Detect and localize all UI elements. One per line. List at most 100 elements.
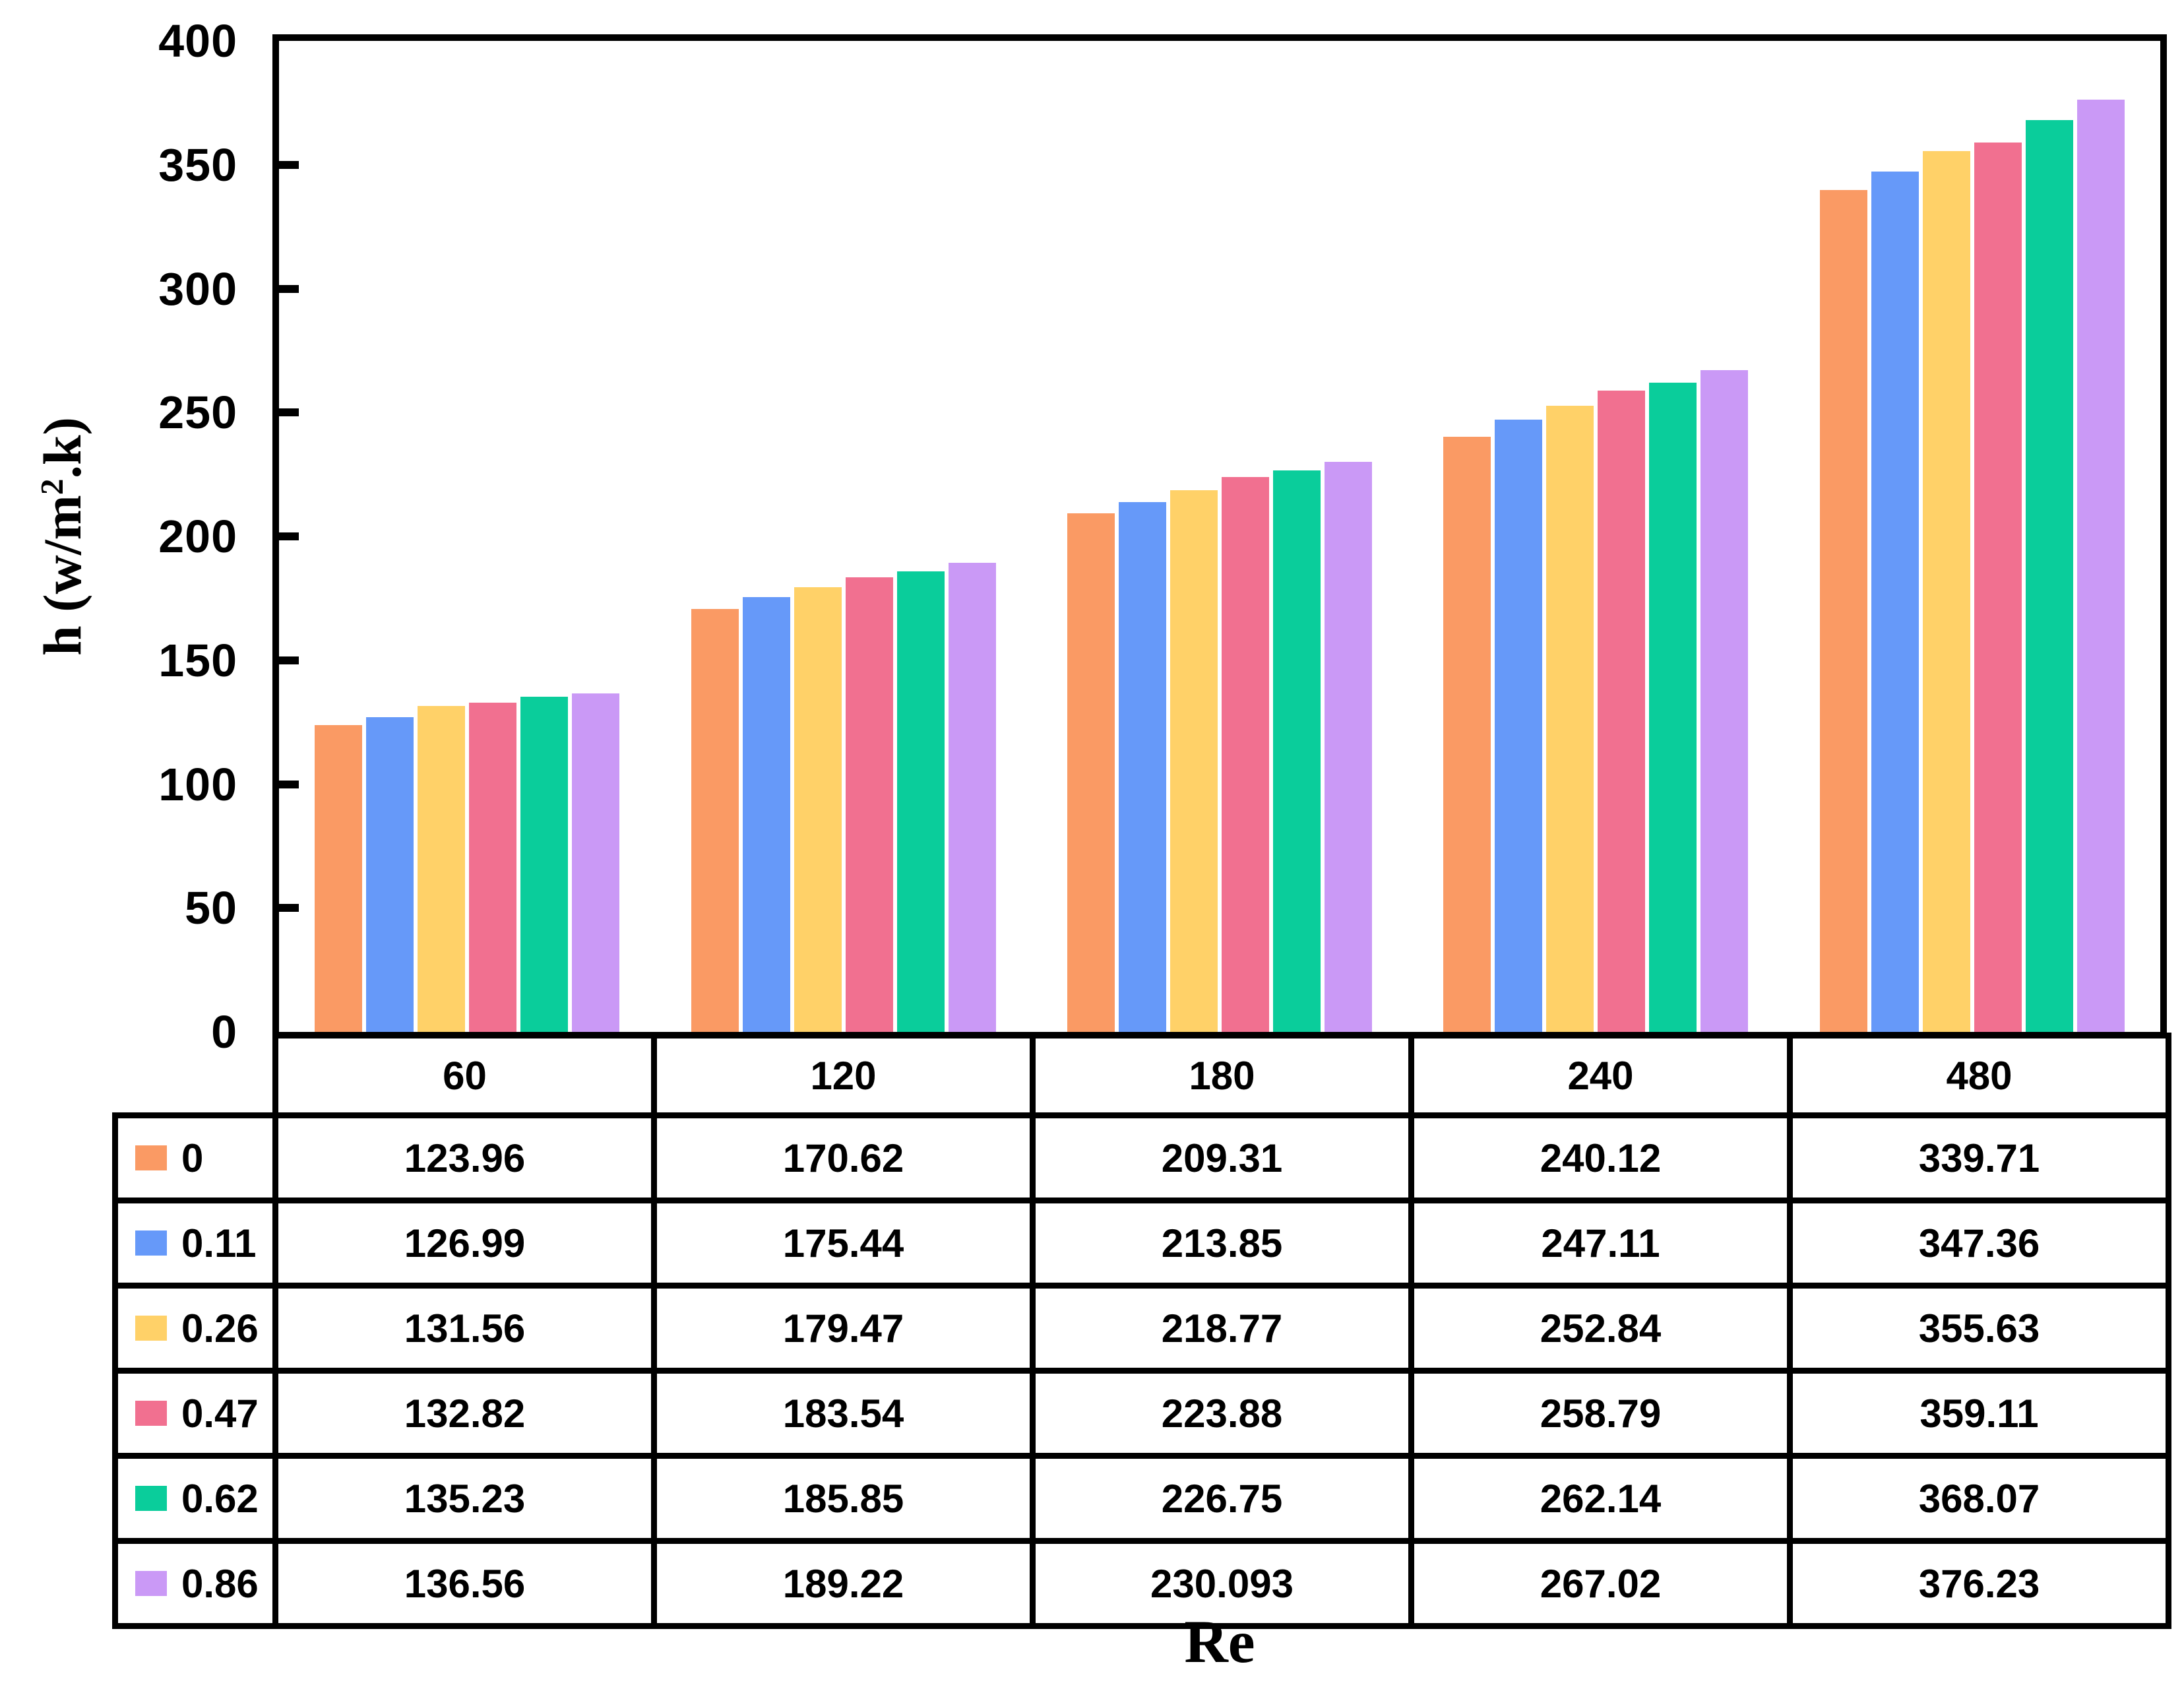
legend-label: 0.47 xyxy=(181,1391,259,1436)
table-row-0.11: 0.11 126.99 175.44 213.85 247.11 347.36 xyxy=(112,1198,2171,1289)
legend-cell-0.26: 0.26 xyxy=(112,1283,278,1374)
bar-group-60 xyxy=(279,41,655,1032)
legend-cell-0.62: 0.62 xyxy=(112,1453,278,1544)
x-axis-title: Re xyxy=(1184,1608,1255,1675)
bar-0.86-re-60 xyxy=(572,693,620,1032)
value-cell-0.62-re-240: 262.14 xyxy=(1408,1453,1793,1544)
legend-swatch-icon xyxy=(135,1486,167,1511)
category-header-180: 180 xyxy=(1030,1033,1414,1118)
legend-cell-0: 0 xyxy=(112,1112,278,1203)
bar-group-240 xyxy=(1408,41,1784,1032)
legend-entry: 0.11 xyxy=(121,1221,270,1266)
category-header-120: 120 xyxy=(651,1033,1036,1118)
y-axis: 400 350 300 250 200 150 100 50 0 xyxy=(0,15,237,1058)
value-cell-0-re-120: 170.62 xyxy=(651,1112,1036,1203)
value-cell-0.62-re-180: 226.75 xyxy=(1030,1453,1414,1544)
value-cell-0.11-re-60: 126.99 xyxy=(272,1198,657,1289)
bar-0.62-re-480 xyxy=(2025,119,2073,1032)
y-tick-mark xyxy=(279,904,299,912)
value-cell-0.11-re-240: 247.11 xyxy=(1408,1198,1793,1289)
value-cell-0.47-re-60: 132.82 xyxy=(272,1368,657,1459)
table-head: 60 120 180 240 480 xyxy=(115,1033,2171,1118)
bar-0.47-re-240 xyxy=(1598,391,1646,1032)
y-tick-label: 250 xyxy=(158,387,237,439)
value-cell-0.47-re-180: 223.88 xyxy=(1030,1368,1414,1459)
legend-entry: 0.47 xyxy=(121,1391,270,1436)
y-tick-mark xyxy=(279,160,299,169)
value-cell-0.47-re-120: 183.54 xyxy=(651,1368,1036,1459)
value-cell-0.26-re-480: 355.63 xyxy=(1787,1283,2171,1374)
bar-0.62-re-120 xyxy=(896,571,945,1032)
value-cell-0.11-re-480: 347.36 xyxy=(1787,1198,2171,1289)
legend-label: 0.26 xyxy=(181,1306,259,1351)
y-tick-mark xyxy=(279,532,299,540)
bar-group-180 xyxy=(1032,41,1408,1032)
legend-label: 0.62 xyxy=(181,1476,259,1521)
value-cell-0.47-re-480: 359.11 xyxy=(1787,1368,2171,1459)
legend-cell-0.11: 0.11 xyxy=(112,1198,278,1289)
bar-0-re-180 xyxy=(1067,513,1115,1032)
plot-area xyxy=(272,34,2167,1038)
legend-swatch-icon xyxy=(135,1401,167,1426)
bar-0.11-re-120 xyxy=(742,597,790,1032)
legend-label: 0 xyxy=(181,1135,204,1180)
legend-entry: 0.26 xyxy=(121,1306,270,1351)
legend-entry: 0 xyxy=(121,1135,270,1181)
bar-0.11-re-60 xyxy=(366,717,414,1032)
table-body: 0 123.96 170.62 209.31 240.12 339.71 0.11 126.9… xyxy=(112,1112,2171,1629)
bar-0.26-re-240 xyxy=(1546,405,1594,1032)
legend-swatch-icon xyxy=(135,1145,167,1170)
table-row-0: 0 123.96 170.62 209.31 240.12 339.71 xyxy=(112,1112,2171,1203)
legend-cell-0.47: 0.47 xyxy=(112,1368,278,1459)
bar-0.62-re-180 xyxy=(1273,470,1321,1032)
bar-0.62-re-60 xyxy=(520,697,569,1032)
legend-swatch-icon xyxy=(135,1316,167,1341)
value-cell-0-re-180: 209.31 xyxy=(1030,1112,1414,1203)
bar-0.86-re-120 xyxy=(948,563,996,1032)
value-cell-0.62-re-120: 185.85 xyxy=(651,1453,1036,1544)
bar-0-re-480 xyxy=(1819,190,1867,1032)
value-cell-0.86-re-240: 267.02 xyxy=(1408,1538,1793,1629)
bar-0.26-re-120 xyxy=(794,587,842,1032)
y-tick-label: 200 xyxy=(158,511,237,562)
bar-0.11-re-240 xyxy=(1495,420,1543,1032)
legend-swatch-icon xyxy=(135,1571,167,1596)
bar-0.26-re-480 xyxy=(1922,150,1970,1032)
y-tick-label: 150 xyxy=(158,634,237,686)
value-cell-0-re-480: 339.71 xyxy=(1787,1112,2171,1203)
category-header-60: 60 xyxy=(272,1033,657,1118)
category-header-240: 240 xyxy=(1408,1033,1793,1118)
y-tick-mark xyxy=(279,284,299,293)
value-cell-0.11-re-120: 175.44 xyxy=(651,1198,1036,1289)
value-cell-0.26-re-180: 218.77 xyxy=(1030,1283,1414,1374)
table-row-0.26: 0.26 131.56 179.47 218.77 252.84 355.63 xyxy=(112,1283,2171,1374)
value-cell-0.47-re-240: 258.79 xyxy=(1408,1368,1793,1459)
y-tick-label: 100 xyxy=(158,758,237,810)
bar-0.86-re-240 xyxy=(1700,370,1749,1032)
bar-0.47-re-120 xyxy=(845,577,893,1032)
y-tick-label: 0 xyxy=(211,1006,237,1058)
value-cell-0.11-re-180: 213.85 xyxy=(1030,1198,1414,1289)
table-row-0.62: 0.62 135.23 185.85 226.75 262.14 368.07 xyxy=(112,1453,2171,1544)
value-cell-0-re-60: 123.96 xyxy=(272,1112,657,1203)
bar-0.62-re-240 xyxy=(1649,382,1697,1032)
bar-0-re-240 xyxy=(1443,437,1491,1032)
value-cell-0.26-re-240: 252.84 xyxy=(1408,1283,1793,1374)
value-cell-0.26-re-120: 179.47 xyxy=(651,1283,1036,1374)
bar-0.11-re-180 xyxy=(1119,502,1167,1032)
y-tick-label: 400 xyxy=(158,15,237,67)
legend-cell-0.86: 0.86 xyxy=(112,1538,278,1629)
bar-0.26-re-180 xyxy=(1170,490,1218,1032)
y-tick-mark xyxy=(279,408,299,417)
bar-0.47-re-60 xyxy=(469,703,517,1032)
y-tick-mark xyxy=(279,780,299,788)
legend-entry: 0.62 xyxy=(121,1476,270,1521)
bar-0-re-120 xyxy=(691,609,739,1032)
value-cell-0.86-re-480: 376.23 xyxy=(1787,1538,2171,1629)
category-header-480: 480 xyxy=(1787,1033,2171,1118)
bar-0.47-re-480 xyxy=(1974,142,2022,1032)
value-cell-0.62-re-480: 368.07 xyxy=(1787,1453,2171,1544)
value-cell-0.26-re-60: 131.56 xyxy=(272,1283,657,1374)
category-header-row: 60 120 180 240 480 xyxy=(115,1033,2171,1118)
